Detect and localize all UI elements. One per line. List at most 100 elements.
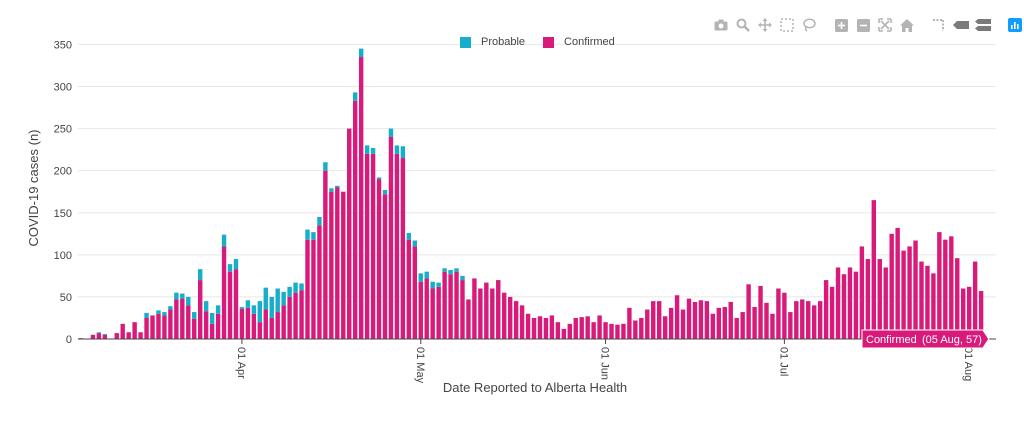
bar-probable[interactable] — [269, 296, 274, 318]
bar-probable[interactable] — [174, 292, 179, 300]
bar-confirmed[interactable] — [519, 305, 525, 339]
bar-confirmed[interactable] — [925, 265, 930, 339]
bar-confirmed[interactable] — [597, 315, 602, 339]
camera-icon[interactable] — [710, 14, 732, 36]
bar-confirmed[interactable] — [591, 322, 596, 339]
bar-confirmed[interactable] — [364, 153, 370, 339]
bar-confirmed[interactable] — [156, 313, 161, 339]
bar-confirmed[interactable] — [871, 200, 877, 339]
bar-confirmed[interactable] — [525, 313, 531, 339]
bar-confirmed[interactable] — [102, 334, 108, 339]
bar-confirmed[interactable] — [895, 227, 900, 339]
bar-confirmed[interactable] — [430, 288, 435, 340]
bar-probable[interactable] — [180, 293, 185, 299]
bar-probable[interactable] — [406, 232, 412, 240]
bar-confirmed[interactable] — [758, 285, 763, 339]
bar-probable[interactable] — [376, 177, 382, 180]
bar-probable[interactable] — [156, 310, 161, 314]
bar-confirmed[interactable] — [257, 322, 263, 339]
bar-confirmed[interactable] — [424, 278, 429, 339]
bar-confirmed[interactable] — [740, 312, 745, 339]
bar-confirmed[interactable] — [788, 312, 793, 339]
bar-confirmed[interactable] — [531, 317, 537, 339]
bar-confirmed[interactable] — [680, 309, 686, 339]
bar-confirmed[interactable] — [400, 158, 406, 339]
bar-confirmed[interactable] — [567, 323, 572, 339]
plotly-logo-icon[interactable] — [1004, 14, 1024, 36]
bar-confirmed[interactable] — [376, 179, 382, 339]
bar-confirmed[interactable] — [305, 239, 310, 339]
bar-confirmed[interactable] — [144, 317, 149, 339]
bar-confirmed[interactable] — [472, 278, 477, 339]
bar-probable[interactable] — [192, 312, 197, 319]
bar-confirmed[interactable] — [263, 309, 268, 339]
bar-probable[interactable] — [287, 286, 292, 297]
bar-probable[interactable] — [442, 268, 447, 272]
bar-probable[interactable] — [281, 291, 286, 306]
bar-confirmed[interactable] — [317, 225, 322, 339]
bar-confirmed[interactable] — [352, 100, 358, 339]
bar-confirmed[interactable] — [412, 246, 418, 339]
bar-confirmed[interactable] — [847, 267, 853, 339]
bar-probable[interactable] — [209, 312, 215, 324]
bar-confirmed[interactable] — [800, 299, 805, 339]
bar-confirmed[interactable] — [889, 233, 894, 339]
bar-confirmed[interactable] — [293, 292, 298, 339]
bar-confirmed[interactable] — [752, 307, 757, 339]
bar-confirmed[interactable] — [358, 57, 364, 340]
bar-confirmed[interactable] — [460, 280, 465, 339]
box-select-icon[interactable] — [776, 14, 798, 36]
bar-probable[interactable] — [388, 128, 394, 137]
bar-probable[interactable] — [186, 296, 191, 306]
bar-probable[interactable] — [203, 301, 209, 312]
hover-compare-icon[interactable] — [972, 14, 994, 36]
bar-confirmed[interactable] — [609, 323, 614, 339]
bar-probable[interactable] — [245, 300, 251, 308]
home-icon[interactable] — [896, 14, 918, 36]
bar-confirmed[interactable] — [203, 311, 209, 339]
bar-confirmed[interactable] — [651, 301, 656, 339]
zoom-in-icon[interactable] — [830, 14, 852, 36]
bar-probable[interactable] — [144, 312, 149, 318]
bar-confirmed[interactable] — [484, 282, 489, 339]
bar-probable[interactable] — [305, 229, 310, 240]
bar-confirmed[interactable] — [174, 299, 179, 339]
bar-confirmed[interactable] — [251, 313, 257, 339]
bar-confirmed[interactable] — [561, 328, 567, 339]
bar-confirmed[interactable] — [382, 194, 388, 339]
bar-confirmed[interactable] — [507, 296, 513, 339]
bar-confirmed[interactable] — [287, 296, 292, 339]
bar-probable[interactable] — [96, 332, 102, 334]
bar-confirmed[interactable] — [126, 332, 131, 339]
bar-confirmed[interactable] — [132, 322, 137, 339]
bar-confirmed[interactable] — [823, 280, 829, 339]
bar-confirmed[interactable] — [639, 317, 644, 339]
bar-probable[interactable] — [293, 282, 298, 293]
bar-confirmed[interactable] — [913, 240, 918, 339]
spike-lines-icon[interactable] — [928, 14, 950, 36]
bar-probable[interactable] — [197, 269, 203, 281]
bar-confirmed[interactable] — [245, 307, 251, 339]
bar-confirmed[interactable] — [436, 286, 441, 339]
bar-confirmed[interactable] — [978, 291, 984, 339]
bar-confirmed[interactable] — [490, 288, 495, 340]
legend-item-confirmed[interactable]: Confirmed — [543, 36, 615, 48]
bar-confirmed[interactable] — [227, 271, 233, 339]
bar-confirmed[interactable] — [931, 273, 936, 339]
bar-confirmed[interactable] — [734, 317, 739, 339]
bar-confirmed[interactable] — [949, 236, 954, 339]
bar-confirmed[interactable] — [120, 323, 125, 339]
bar-confirmed[interactable] — [573, 317, 578, 339]
legend-item-probable[interactable]: Probable — [460, 36, 525, 48]
bar-confirmed[interactable] — [966, 286, 972, 339]
bar-confirmed[interactable] — [448, 274, 453, 339]
bar-probable[interactable] — [251, 305, 257, 314]
bar-confirmed[interactable] — [841, 274, 847, 339]
bar-probable[interactable] — [352, 92, 358, 101]
bar-probable[interactable] — [275, 288, 280, 313]
bar-confirmed[interactable] — [114, 333, 119, 339]
bar-confirmed[interactable] — [180, 298, 185, 339]
bar-confirmed[interactable] — [186, 305, 191, 339]
bar-confirmed[interactable] — [603, 322, 608, 339]
